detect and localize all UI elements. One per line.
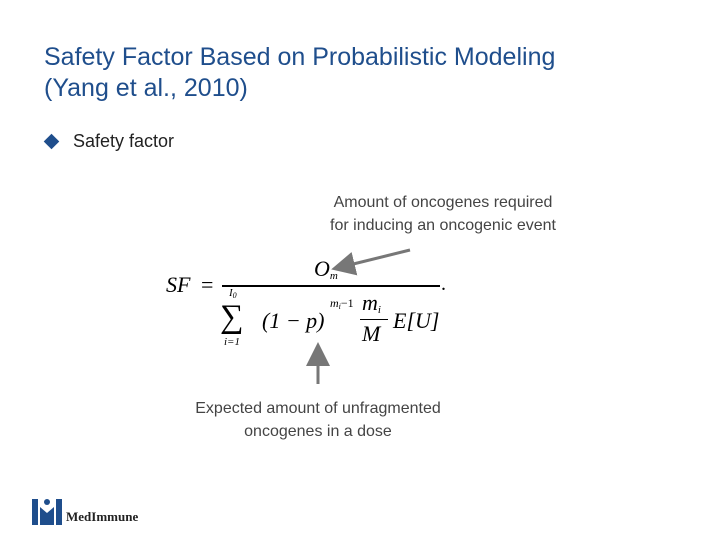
formula-lhs: SF	[166, 272, 191, 297]
frac-numerator: mi	[362, 290, 381, 316]
annotation-top-line-1: Amount of oncogenes required	[333, 194, 553, 211]
annotation-bottom-line-1: Expected amount of unfragmented	[195, 400, 441, 417]
numerator-symbol: O	[314, 256, 330, 281]
fraction-bar	[222, 285, 440, 287]
sum-upper: I0	[229, 287, 237, 300]
annotation-top: Amount of oncogenes required for inducin…	[300, 191, 586, 237]
annotation-bottom: Expected amount of unfragmented oncogene…	[168, 397, 468, 443]
slide-title: Safety Factor Based on Probabilistic Mod…	[44, 42, 555, 104]
exponent-symbol: m	[330, 296, 339, 310]
sum-symbol: ∑	[220, 299, 244, 335]
annotation-bottom-line-2: oncogenes in a dose	[244, 423, 392, 440]
formula-numerator: Om	[314, 256, 338, 282]
sum-upper-sub: 0	[232, 291, 237, 300]
medimmune-logo-icon	[32, 499, 62, 525]
inner-fraction-bar	[360, 319, 388, 320]
numerator-sub: m	[329, 269, 338, 282]
frac-num-symbol: m	[362, 290, 378, 315]
title-line-2: (Yang et al., 2010)	[44, 74, 248, 102]
annotation-top-line-2: for inducing an oncogenic event	[330, 217, 556, 234]
sum-upper-symbol: I	[229, 287, 233, 299]
medimmune-logo: MedImmune	[32, 497, 138, 525]
formula-expectation: E[U]	[393, 308, 440, 333]
formula-equals: =	[201, 272, 214, 297]
formula-period: .	[441, 273, 446, 295]
frac-denominator: M	[362, 321, 381, 346]
sum-lower: i=1	[224, 336, 240, 348]
title-line-1: Safety Factor Based on Probabilistic Mod…	[44, 43, 556, 71]
exponent-rest: −1	[340, 296, 354, 310]
logo-text: MedImmune	[66, 509, 139, 524]
formula-exponent: mi−1	[330, 296, 354, 311]
frac-num-sub: i	[377, 303, 381, 316]
formula-base: (1 − p)	[262, 308, 325, 333]
bullet-item: Safety factor	[43, 131, 175, 152]
arrow-to-numerator	[331, 248, 411, 276]
bullet-text: Safety factor	[73, 131, 175, 151]
exponent-sub: i	[338, 302, 341, 311]
